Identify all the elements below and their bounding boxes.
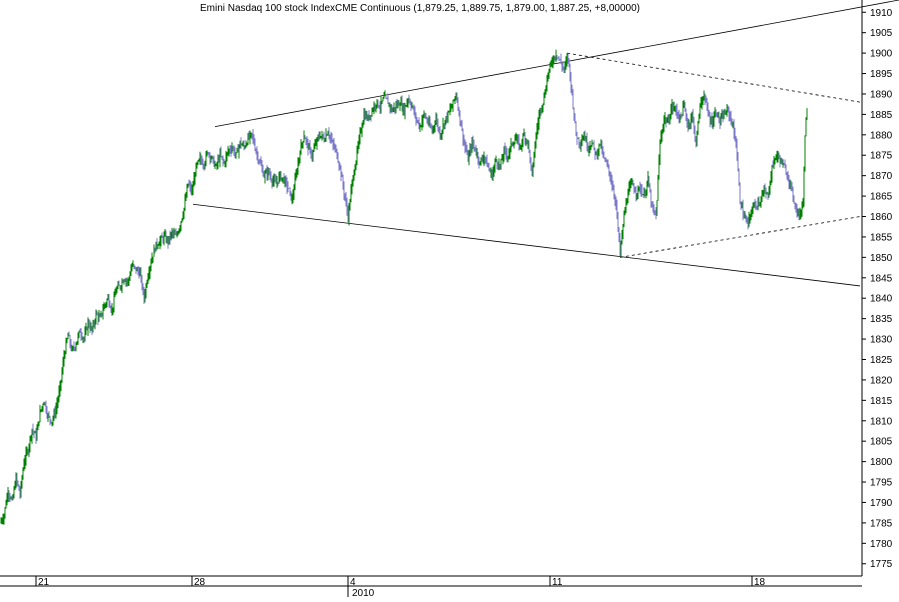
y-tick-label: 1810	[870, 416, 893, 427]
y-tick-label: 1800	[870, 457, 893, 468]
y-tick-label: 1820	[870, 375, 893, 386]
y-tick-label: 1835	[870, 314, 893, 325]
y-tick-label: 1785	[870, 518, 893, 529]
y-tick-label: 1845	[870, 273, 893, 284]
y-tick-label: 1870	[870, 171, 893, 182]
y-tick-label: 1850	[870, 253, 893, 264]
x-tick-label: 11	[552, 577, 563, 588]
x-axis-year-label: 2010	[352, 588, 375, 597]
y-tick-label: 1865	[870, 192, 893, 203]
chart-title: Emini Nasdaq 100 stock IndexCME Continuo…	[200, 3, 640, 14]
y-tick-label: 1855	[870, 232, 893, 243]
y-tick-label: 1860	[870, 212, 893, 223]
trendline	[192, 203, 861, 287]
y-tick-label: 1830	[870, 335, 893, 346]
axes	[0, 0, 863, 587]
x-tick-label: 4	[350, 577, 356, 588]
x-tick-label: 28	[194, 577, 206, 588]
y-tick-label: 1805	[870, 437, 893, 448]
y-tick-label: 1815	[870, 396, 893, 407]
y-tick-label: 1895	[870, 69, 893, 80]
dashed-trendline	[566, 52, 861, 103]
y-tick-label: 1825	[870, 355, 893, 366]
y-tick-label: 1840	[870, 294, 893, 305]
y-tick-label: 1905	[870, 28, 893, 39]
trendline	[214, 0, 899, 128]
y-tick-label: 1900	[870, 49, 893, 60]
y-tick-label: 1910	[870, 8, 893, 19]
y-tick-label: 1780	[870, 539, 893, 550]
y-tick-label: 1790	[870, 498, 893, 509]
y-tick-label: 1875	[870, 151, 893, 162]
y-tick-label: 1890	[870, 89, 893, 100]
x-axis-ticks: 21 28 4 11 18	[35, 576, 766, 597]
y-tick-label: 1775	[870, 559, 893, 570]
x-tick-label: 18	[754, 577, 766, 588]
price-bars	[0, 49, 808, 525]
dashed-trendline	[619, 216, 861, 258]
y-tick-label: 1880	[870, 130, 893, 141]
y-tick-label: 1885	[870, 110, 893, 121]
y-axis-ticks: 1775 1780 1785 1790 1795 1800 1805 1810 1815 1820…	[862, 8, 893, 570]
y-tick-label: 1795	[870, 478, 893, 489]
trendlines	[192, 0, 899, 287]
x-tick-label: 21	[38, 577, 50, 588]
